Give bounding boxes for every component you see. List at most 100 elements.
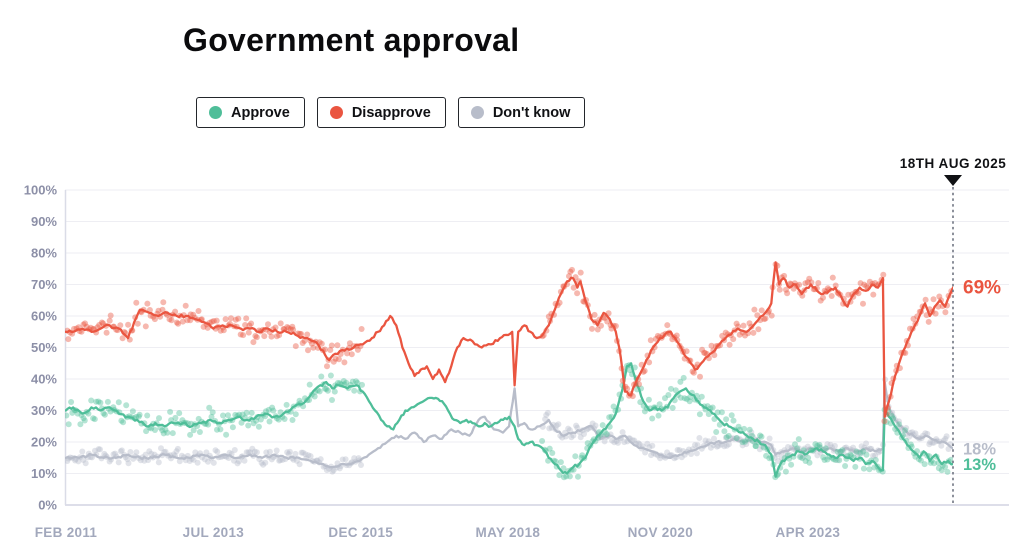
x-tick-label: MAY 2018 xyxy=(476,525,541,540)
poll-dot xyxy=(296,461,303,468)
poll-dot xyxy=(95,398,102,405)
poll-dot xyxy=(870,452,877,459)
legend-item-approve[interactable]: Approve xyxy=(196,97,305,128)
poll-dot xyxy=(273,447,280,454)
poll-dot xyxy=(330,467,337,474)
poll-dot xyxy=(931,460,937,467)
poll-dot xyxy=(289,323,296,330)
poll-dot xyxy=(135,413,142,420)
poll-dot xyxy=(95,446,102,453)
poll-dot xyxy=(740,322,747,329)
poll-dot xyxy=(245,422,252,429)
poll-dot xyxy=(293,457,300,464)
end-label-approve: 13% xyxy=(963,456,996,474)
poll-dot xyxy=(690,369,697,376)
poll-dot xyxy=(229,424,236,431)
poll-dot xyxy=(664,322,671,329)
poll-dot xyxy=(317,456,324,463)
poll-dot xyxy=(579,452,586,459)
poll-dot xyxy=(857,280,864,287)
poll-dot xyxy=(351,387,358,394)
poll-dot xyxy=(251,448,258,455)
x-tick-label: NOV 2020 xyxy=(628,525,693,540)
poll-dot xyxy=(845,291,852,298)
poll-dot xyxy=(220,327,227,334)
poll-dot xyxy=(555,421,562,428)
poll-dot xyxy=(275,416,282,423)
poll-dot xyxy=(144,412,151,419)
poll-dot xyxy=(782,451,789,457)
poll-dot xyxy=(261,333,268,340)
poll-dot xyxy=(686,398,693,405)
poll-dot xyxy=(82,320,88,327)
poll-dot xyxy=(816,441,823,448)
poll-dot xyxy=(778,454,785,461)
poll-dot xyxy=(268,456,275,463)
poll-dot xyxy=(208,413,215,420)
poll-dot xyxy=(938,442,945,449)
poll-dot xyxy=(80,457,87,463)
poll-dot xyxy=(805,454,812,461)
poll-dot xyxy=(97,446,103,453)
poll-dot xyxy=(575,473,581,480)
poll-dot xyxy=(166,316,173,323)
poll-dot xyxy=(722,434,729,441)
poll-dot xyxy=(921,461,928,468)
poll-dot xyxy=(160,299,167,306)
poll-dot xyxy=(696,435,703,441)
poll-dot xyxy=(572,453,579,460)
poll-dot xyxy=(728,412,735,419)
poll-dot xyxy=(340,378,347,384)
poll-dot xyxy=(714,409,721,416)
poll-dot xyxy=(323,467,330,474)
poll-dot xyxy=(88,397,95,404)
poll-dot xyxy=(570,284,577,291)
poll-dot xyxy=(281,416,288,422)
poll-dot xyxy=(174,445,181,452)
poll-dot xyxy=(902,427,909,434)
poll-dot xyxy=(160,430,167,437)
poll-dot xyxy=(143,428,150,435)
poll-dot xyxy=(96,322,103,328)
poll-dot xyxy=(649,415,656,422)
poll-dot xyxy=(794,445,801,452)
poll-dot xyxy=(257,416,264,423)
poll-dot xyxy=(601,438,608,445)
poll-dot xyxy=(285,451,292,457)
trend-line-disapprove xyxy=(65,261,953,418)
poll-dot xyxy=(334,342,341,349)
poll-dot xyxy=(741,425,748,432)
poll-dot xyxy=(324,363,330,370)
poll-dot xyxy=(100,410,107,417)
poll-dot xyxy=(228,315,234,322)
legend-label: Approve xyxy=(231,104,290,121)
poll-dot xyxy=(858,443,865,450)
poll-dot xyxy=(824,441,831,448)
annotation-marker-icon xyxy=(944,175,962,186)
poll-dot xyxy=(77,421,84,428)
poll-dot xyxy=(698,393,705,400)
poll-dot xyxy=(754,312,761,319)
poll-dot xyxy=(144,300,151,307)
legend-item-disapprove[interactable]: Disapprove xyxy=(316,97,446,128)
poll-dot xyxy=(762,315,769,322)
poll-dot xyxy=(766,435,773,442)
y-tick-label: 50% xyxy=(31,340,57,355)
poll-dot xyxy=(231,447,238,453)
poll-dot xyxy=(567,268,574,275)
legend-item-dont-know[interactable]: Don't know xyxy=(457,97,586,128)
poll-dot xyxy=(306,381,313,388)
poll-dot xyxy=(146,448,153,455)
poll-dot xyxy=(115,459,122,466)
poll-dot xyxy=(300,449,307,456)
poll-dot xyxy=(125,321,132,328)
poll-dot xyxy=(926,441,933,448)
poll-dot xyxy=(930,296,937,303)
poll-dot xyxy=(69,409,76,416)
poll-dot xyxy=(693,450,700,457)
poll-dot xyxy=(822,445,829,452)
poll-dot xyxy=(604,318,611,325)
poll-dot xyxy=(83,323,90,330)
poll-dot xyxy=(735,323,742,330)
